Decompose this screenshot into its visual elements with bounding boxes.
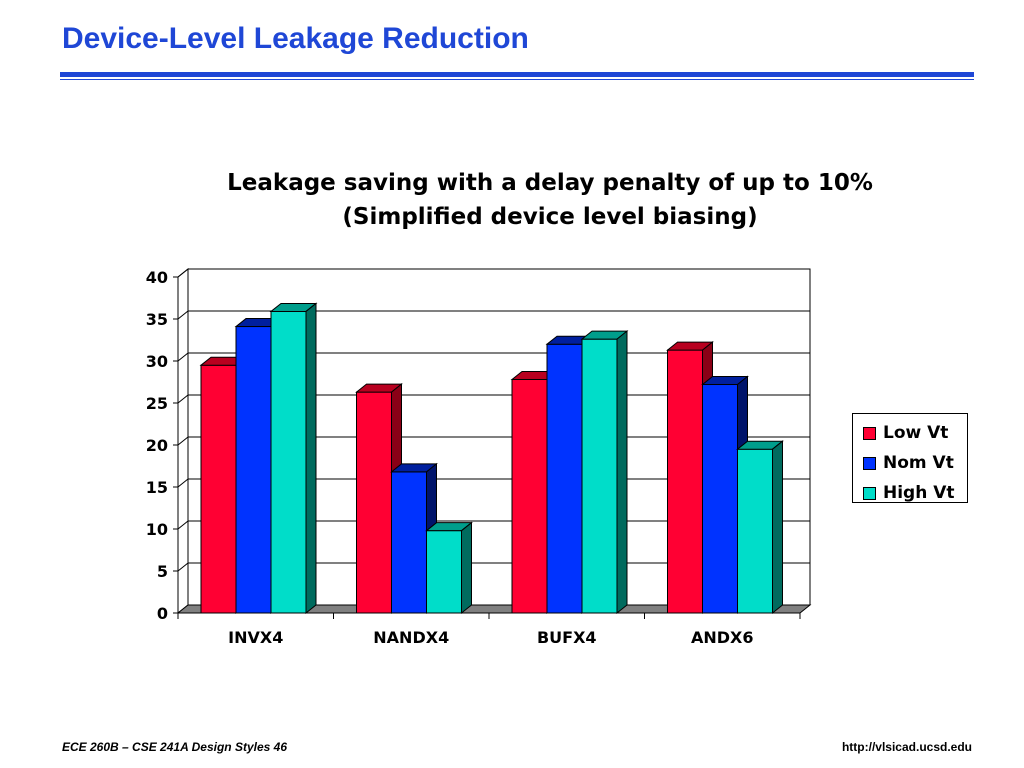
bar bbox=[737, 448, 773, 614]
legend-label-high-vt: High Vt bbox=[883, 483, 955, 503]
bar bbox=[426, 530, 462, 614]
bar-side bbox=[305, 302, 317, 615]
bar-side bbox=[616, 330, 628, 615]
gridline-side bbox=[177, 268, 189, 278]
y-tick-label: 40 bbox=[146, 268, 168, 287]
slide-title: Device-Level Leakage Reduction bbox=[62, 22, 529, 55]
footer-course-label: ECE 260B – CSE 241A Design Styles 46 bbox=[62, 740, 287, 754]
bar-side bbox=[461, 521, 472, 615]
legend-swatch-nom-vt bbox=[863, 456, 876, 470]
title-underline-thin bbox=[60, 79, 974, 80]
legend-label-low-vt: Low Vt bbox=[883, 423, 949, 443]
bar bbox=[270, 310, 307, 614]
bar bbox=[356, 391, 392, 614]
bar bbox=[667, 349, 703, 614]
y-tick-label: 5 bbox=[157, 562, 168, 581]
chart-title-line-2: (Simplified device level biasing) bbox=[342, 204, 758, 230]
bar bbox=[581, 338, 618, 614]
gridline-side bbox=[177, 352, 189, 362]
gridline-side bbox=[177, 478, 189, 488]
gridline-side bbox=[177, 310, 189, 320]
bar bbox=[235, 326, 272, 614]
legend-swatch-low-vt bbox=[863, 426, 876, 440]
bar bbox=[200, 364, 237, 614]
y-tick-label: 0 bbox=[157, 604, 168, 623]
y-tick-label: 35 bbox=[146, 310, 168, 329]
footer-url: http://vlsicad.ucsd.edu bbox=[841, 740, 972, 754]
legend-item-high-vt: High Vt bbox=[853, 478, 967, 508]
y-tick-label: 10 bbox=[146, 520, 168, 539]
y-tick-label: 20 bbox=[146, 436, 168, 455]
gridline-side bbox=[177, 562, 189, 572]
x-category-label: INVX4 bbox=[228, 628, 283, 647]
chart-title-line-1: Leakage saving with a delay penalty of u… bbox=[227, 170, 873, 196]
bar bbox=[391, 471, 427, 614]
x-category-label: NANDX4 bbox=[373, 628, 449, 647]
y-tick-label: 25 bbox=[146, 394, 168, 413]
y-tick-label: 30 bbox=[146, 352, 168, 371]
gridline-side bbox=[177, 394, 189, 404]
legend-item-low-vt: Low Vt bbox=[853, 418, 967, 448]
legend-label-nom-vt: Nom Vt bbox=[883, 453, 954, 473]
title-underline bbox=[60, 72, 974, 77]
x-category-label: ANDX6 bbox=[691, 628, 754, 647]
legend-swatch-high-vt bbox=[863, 486, 876, 500]
bar-side bbox=[772, 440, 783, 615]
chart-legend: Low Vt Nom Vt High Vt bbox=[852, 413, 968, 503]
x-category-label: BUFX4 bbox=[537, 628, 597, 647]
chart-title: Leakage saving with a delay penalty of u… bbox=[150, 166, 950, 234]
gridline-side bbox=[177, 520, 189, 530]
legend-item-nom-vt: Nom Vt bbox=[853, 448, 967, 478]
gridline-side bbox=[177, 436, 189, 446]
bar bbox=[546, 343, 583, 614]
bar bbox=[702, 384, 738, 614]
bar bbox=[511, 378, 548, 614]
y-tick-label: 15 bbox=[146, 478, 168, 497]
